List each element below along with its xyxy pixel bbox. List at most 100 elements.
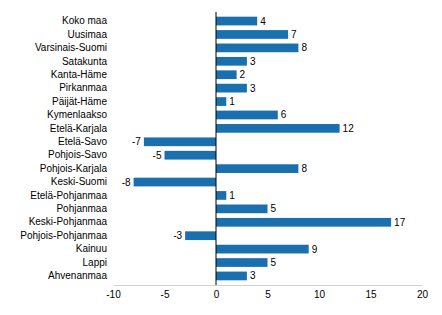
data-label: 8 [301,163,307,174]
x-tick-label: -5 [161,289,170,300]
y-tick: Kymenlaakso [47,109,113,120]
category-label: Koko maa [62,15,107,26]
y-tick: Etelä-Savo [58,136,113,147]
category-label: Etelä-Karjala [50,123,108,134]
x-tick: -5 [161,285,170,300]
bar [216,57,247,66]
data-label: 12 [343,123,355,134]
category-label: Lappi [83,257,107,268]
y-tick: Kanta-Häme [51,69,113,80]
category-label: Kanta-Häme [51,69,108,80]
x-tick-label: 0 [214,289,220,300]
x-tick: 15 [365,285,377,300]
bars [134,17,392,281]
data-label: 17 [394,217,406,228]
y-tick: Kainuu [76,243,113,254]
chart: -10-505101520Koko maaUusimaaVarsinais-Su… [0,0,442,315]
bar [216,164,298,173]
x-tick: -10 [106,285,121,300]
category-label: Varsinais-Suomi [35,42,107,53]
category-label: Ahvenanmaa [48,270,107,281]
x-tick: 10 [314,285,326,300]
bar [216,218,391,227]
category-label: Satakunta [62,56,107,67]
y-tick: Pohjois-Pohjanmaa [20,230,113,241]
category-label: Uusimaa [68,29,108,40]
category-label: Keski-Pohjanmaa [29,216,108,227]
x-tick-label: 10 [314,289,326,300]
x-axis-line [114,285,423,286]
zero-line [216,12,217,285]
y-tick: Keski-Suomi [51,176,113,187]
y-tick: Varsinais-Suomi [35,42,113,53]
bar [165,151,217,160]
y-tick: Lappi [83,257,113,268]
y-tick: Päijät-Häme [52,96,113,107]
bar [216,84,247,93]
y-tick: Pohjois-Savo [48,149,113,160]
bar [216,17,257,26]
bar [216,111,278,120]
bar [216,30,288,39]
data-label: 5 [271,257,277,268]
bar [216,97,226,106]
bar [216,191,226,200]
y-tick: Ahvenanmaa [48,270,113,281]
y-axis: Koko maa Uusimaa Varsinais-Suomi Satakunta K… [20,15,113,281]
data-label: 4 [260,16,266,27]
y-tick: Pirkanmaa [59,82,113,93]
category-label: Pirkanmaa [59,82,107,93]
category-label: Pohjanmaa [56,203,107,214]
bar [216,258,268,267]
category-label: Pohjois-Savo [48,149,107,160]
bar [216,245,309,254]
bar [216,70,237,79]
data-label: -5 [153,150,162,161]
y-tick: Etelä-Pohjanmaa [30,190,113,201]
category-label: Päijät-Häme [52,96,107,107]
data-label: 7 [291,29,297,40]
category-label: Keski-Suomi [51,176,107,187]
data-label: 2 [240,69,246,80]
data-label: 3 [250,83,256,94]
data-label: -8 [122,177,131,188]
bar [185,231,216,240]
y-tick: Koko maa [62,15,113,26]
data-label: -3 [173,230,182,241]
bar [216,124,340,133]
data-labels: 4783231612-7-58-81517-3953 [122,16,406,282]
data-label: 1 [229,190,235,201]
bar [134,178,216,187]
bar [216,272,247,281]
data-label: 8 [301,42,307,53]
x-tick-label: 5 [265,289,271,300]
y-tick: Pohjanmaa [56,203,113,214]
x-tick-label: 15 [365,289,377,300]
category-label: Etelä-Pohjanmaa [30,190,107,201]
y-tick: Keski-Pohjanmaa [29,216,113,227]
data-label: 3 [250,270,256,281]
x-tick-label: -10 [106,289,121,300]
x-tick: 0 [214,285,220,300]
x-axis: -10 -5 0 5 10 15 20 [106,285,428,300]
category-label: Kainuu [76,243,107,254]
bar [216,205,268,214]
y-tick: Satakunta [62,56,113,67]
x-tick: 5 [265,285,271,300]
plot: -10-505101520Koko maaUusimaaVarsinais-Su… [20,12,428,300]
data-label: 6 [281,109,287,120]
bar [144,137,216,146]
category-label: Pohjois-Karjala [40,163,108,174]
data-label: 5 [271,203,277,214]
category-label: Etelä-Savo [58,136,107,147]
category-label: Kymenlaakso [47,109,107,120]
data-label: -7 [132,136,141,147]
x-tick-label: 20 [417,289,429,300]
y-tick: Etelä-Karjala [50,123,113,134]
y-tick: Pohjois-Karjala [40,163,113,174]
y-tick: Uusimaa [68,29,113,40]
data-label: 9 [312,244,318,255]
data-label: 3 [250,56,256,67]
bar [216,44,298,53]
category-label: Pohjois-Pohjanmaa [20,230,107,241]
